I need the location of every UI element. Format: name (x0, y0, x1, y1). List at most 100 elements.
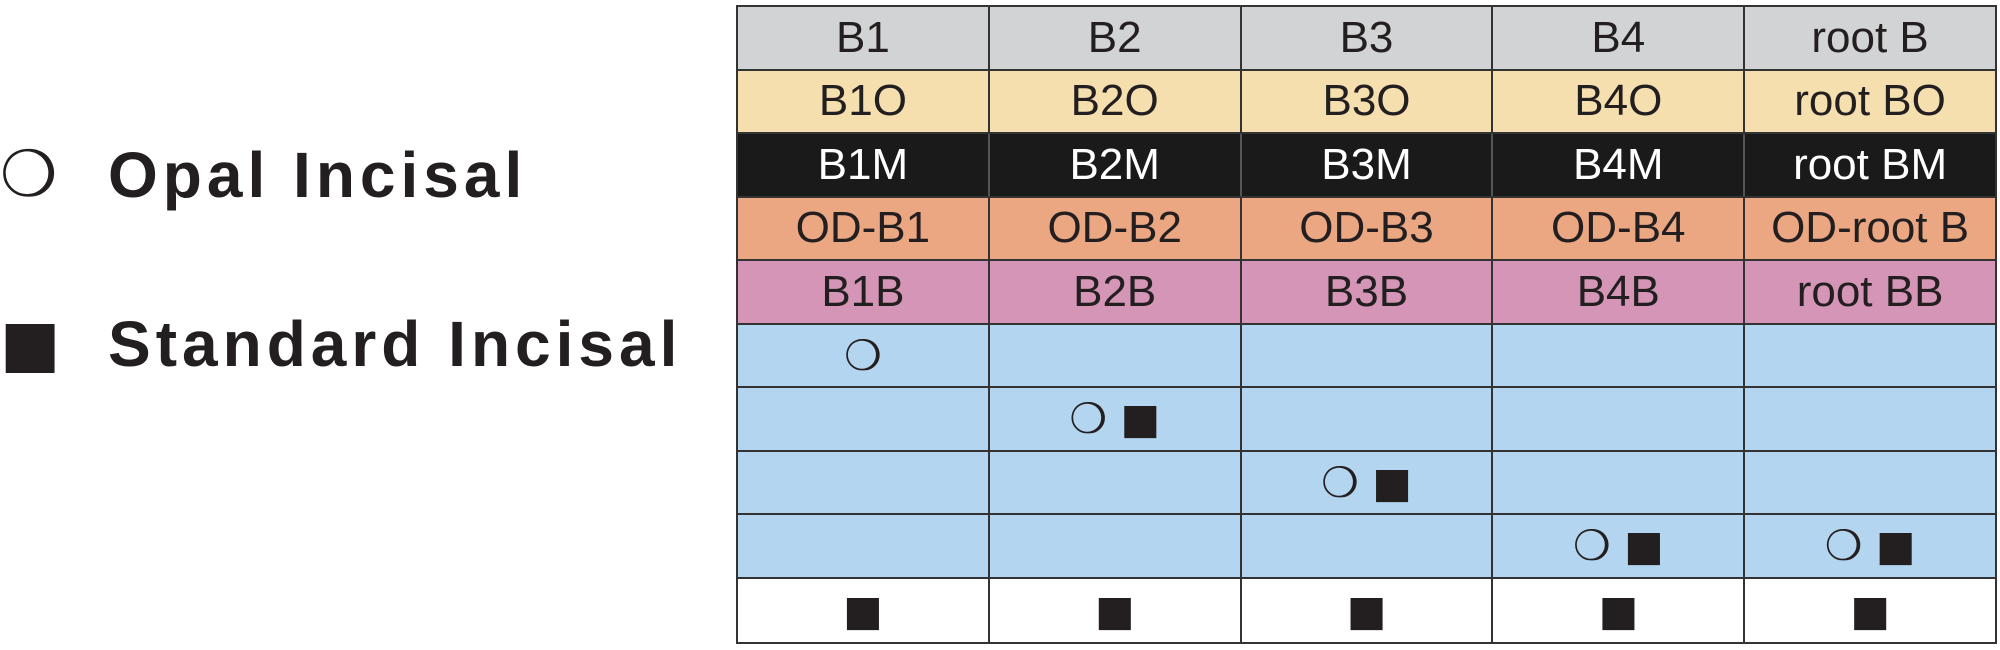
legend-label: Standard Incisal (108, 308, 683, 380)
table-cell (1242, 388, 1494, 450)
table-cell: OD-B1 (738, 197, 990, 259)
table-cell (990, 324, 1242, 386)
table-cell: B2M (990, 134, 1242, 196)
table-cell: B3 (1242, 7, 1494, 69)
shade-label: B4 (1591, 12, 1646, 62)
table-cell: B4O (1493, 70, 1746, 132)
shade-label: B2B (1073, 266, 1157, 316)
shade-label: B1B (821, 266, 905, 316)
table-cell: B1M (738, 134, 990, 196)
table-cell: ❍ (738, 324, 990, 386)
table-row: ❍ (738, 324, 1995, 388)
table-row: B1B B2B B3B B4B root BB (738, 261, 1995, 325)
legend-symbol: ❍ (0, 138, 58, 212)
legend-item: ■ Standard Incisal (0, 304, 682, 384)
table-cell (1493, 388, 1746, 450)
table-cell: B3M (1242, 134, 1494, 196)
shade-label: B4B (1576, 266, 1660, 316)
table-cell: OD-B2 (990, 197, 1242, 259)
table-cell: B4B (1493, 261, 1746, 323)
incisal-symbols: ❍ ■ (1824, 521, 1916, 571)
table-row: ❍ ■ (738, 451, 1995, 515)
table-row: OD-B1 OD-B2 OD-B3 OD-B4 OD-root B (738, 197, 1995, 261)
shade-label: root BM (1793, 139, 1948, 189)
incisal-symbols: ❍ (844, 330, 882, 380)
table-row: ■ ■ ■ ■ ■ (738, 578, 1995, 643)
table-row: B1 B2 B3 B4 root B (738, 7, 1995, 71)
table-cell (1745, 452, 1995, 514)
table-cell: ❍ ■ (1493, 515, 1746, 577)
table-cell: B2 (990, 7, 1242, 69)
table-cell: B3B (1242, 261, 1494, 323)
table-cell: ■ (1242, 578, 1494, 642)
table-cell (738, 388, 990, 450)
shade-label: B4M (1573, 139, 1664, 189)
table-cell (1493, 451, 1746, 513)
table-cell: root BB (1745, 261, 1995, 323)
table-cell: B4M (1493, 134, 1746, 196)
table-cell (990, 515, 1242, 577)
shade-label: B3B (1324, 266, 1409, 316)
table-cell: B2O (990, 70, 1242, 132)
incisal-symbols: ❍ ■ (1069, 394, 1161, 444)
incisal-symbols: ■ (1094, 585, 1135, 635)
table-cell: OD-B3 (1242, 197, 1494, 259)
shade-label: root BO (1794, 76, 1946, 126)
table-cell (1745, 388, 1995, 450)
table-cell: B4 (1493, 7, 1746, 69)
table-cell: B1B (738, 261, 990, 323)
table-row: B1M B2M B3M B4M root BM (738, 134, 1995, 198)
shade-label: root BB (1796, 266, 1944, 316)
table-cell (1242, 515, 1494, 577)
incisal-symbols: ❍ ■ (1572, 521, 1664, 571)
shade-label: B2O (1070, 76, 1159, 126)
shade-label: OD-B1 (795, 203, 931, 253)
incisal-symbols: ■ (1850, 585, 1890, 635)
shade-label: B2 (1087, 12, 1142, 62)
shade-label: B2M (1069, 139, 1160, 189)
table-cell: root BO (1745, 71, 1995, 133)
table-cell (1745, 325, 1995, 387)
table-cell (1493, 324, 1746, 386)
table-cell: B3O (1242, 70, 1494, 132)
table-cell: ■ (990, 578, 1242, 642)
shade-label: OD-B3 (1299, 203, 1434, 253)
table-cell: ■ (738, 578, 990, 642)
table-cell: ❍ ■ (1242, 451, 1494, 513)
table-row: B1O B2O B3O B4O root BO (738, 70, 1995, 134)
incisal-symbols: ■ (843, 585, 883, 635)
shade-label: OD-root B (1771, 203, 1970, 253)
table-cell (738, 515, 990, 577)
shade-label: B3O (1322, 76, 1411, 126)
incisal-symbols: ■ (1346, 585, 1387, 635)
shade-label: OD-B2 (1047, 203, 1182, 253)
shade-label: B1 (835, 12, 890, 62)
table-cell: B1 (738, 7, 990, 69)
shade-label: B4O (1574, 76, 1663, 126)
table-cell: ❍ ■ (1745, 515, 1995, 577)
table-cell: ■ (1493, 578, 1746, 642)
shade-label: OD-B4 (1551, 203, 1686, 253)
incisal-symbols: ■ (1598, 585, 1639, 635)
table-cell: B2B (990, 261, 1242, 323)
legend-label: Opal Incisal (108, 139, 528, 211)
table-cell (990, 451, 1242, 513)
shade-label: B3 (1339, 12, 1394, 62)
legend-item: ❍ Opal Incisal (0, 135, 527, 215)
shade-label: root B (1811, 12, 1929, 62)
table-row: ❍ ■ (738, 388, 1995, 452)
table-cell (738, 451, 990, 513)
table-cell: root BM (1745, 134, 1995, 196)
table-cell: root B (1745, 7, 1995, 69)
table-cell: ❍ ■ (990, 388, 1242, 450)
table-cell: ■ (1745, 579, 1995, 643)
shade-label: B1M (817, 139, 909, 189)
shade-label: B1O (818, 76, 907, 126)
table-row: ❍ ■ ❍ ■ (738, 515, 1995, 579)
table-cell (1242, 324, 1494, 386)
shade-table: B1 B2 B3 B4 root B B1O B2O B3O B4O root BO B1M B2M B… (736, 5, 1997, 644)
shade-label: B3M (1321, 139, 1412, 189)
table-cell: B1O (738, 70, 990, 132)
legend-symbol: ■ (0, 307, 61, 381)
